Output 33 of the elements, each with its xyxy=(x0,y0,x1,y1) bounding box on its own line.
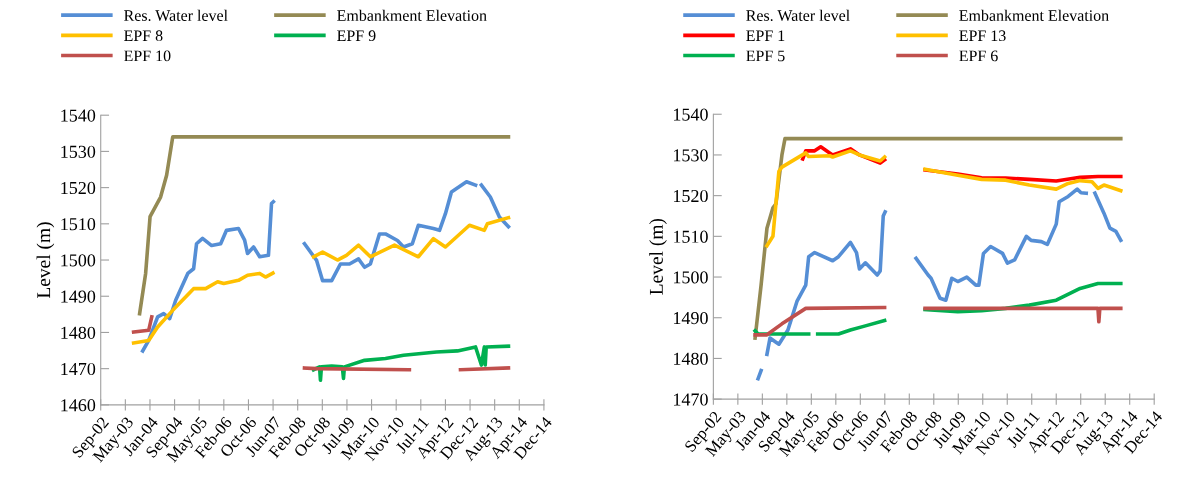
line-series xyxy=(753,136,1123,340)
legend-label: Res. Water level xyxy=(746,9,850,22)
legend-label: Embankment Elevation xyxy=(959,9,1109,21)
legend-label: EPF 8 xyxy=(124,30,163,42)
y-tick-label: 1480 xyxy=(61,326,96,339)
line-series xyxy=(311,344,511,383)
legend-label: EPF 5 xyxy=(746,50,785,62)
legend-label: EPF 10 xyxy=(124,50,171,62)
y-tick-label: 1520 xyxy=(61,181,96,195)
y-tick-label: 1520 xyxy=(673,189,708,203)
y-tick-label: 1480 xyxy=(673,352,708,365)
y-tick-label: 1500 xyxy=(61,254,96,267)
y-tick-label: 1510 xyxy=(61,218,96,231)
y-tick-label: 1540 xyxy=(673,108,708,121)
legend-label: Res. Water level xyxy=(124,9,228,22)
legend-label: EPF 6 xyxy=(959,50,998,62)
legend-label: EPF 9 xyxy=(337,30,376,42)
legend-label: EPF 1 xyxy=(746,30,785,41)
legend-label: EPF 13 xyxy=(959,30,1006,42)
y-tick-label: 1510 xyxy=(673,230,708,243)
y-tick-label: 1530 xyxy=(673,149,708,162)
y-tick-label: 1500 xyxy=(673,271,708,284)
y-tick-label: 1460 xyxy=(61,399,96,412)
legend-label: Embankment Elevation xyxy=(337,9,487,21)
y-tick-label: 1490 xyxy=(61,290,96,303)
y-tick-label: 1490 xyxy=(673,311,708,325)
line-series xyxy=(137,135,511,316)
y-tick-label: 1470 xyxy=(673,393,708,406)
y-axis-title: Level (m) xyxy=(36,222,55,299)
y-axis-title: Level (m) xyxy=(649,218,667,295)
y-tick-label: 1530 xyxy=(61,145,96,158)
y-tick-label: 1540 xyxy=(61,109,96,122)
y-tick-label: 1470 xyxy=(61,362,96,376)
